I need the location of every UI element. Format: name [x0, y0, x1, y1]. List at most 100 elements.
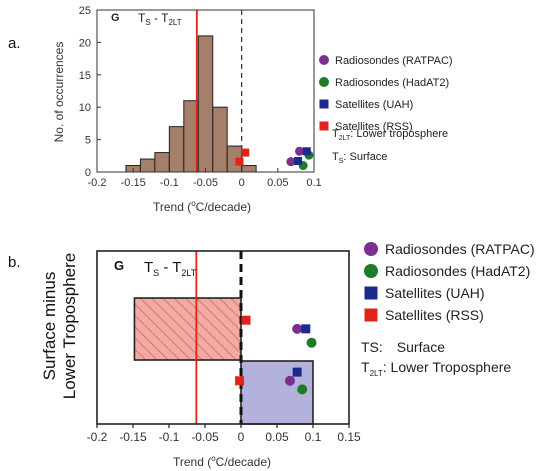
- legend-label-hadat2: Radiosondes (HadAT2): [335, 77, 449, 89]
- histogram-bar: [197, 35, 214, 173]
- panel-b-title-sub1: S: [153, 268, 159, 278]
- panel-b-note-t2lt: T2LT: Lower Troposphere: [361, 359, 511, 378]
- panel-b: b. Surface minus Lower Troposphere G TS …: [8, 241, 535, 469]
- legend-marker-ratpac: [319, 55, 329, 65]
- panel-b-notes: TS: Surface T2LT: Lower Troposphere: [361, 339, 511, 378]
- panel-a-note-t2lt: T2LT: Lower troposphere: [332, 128, 448, 142]
- data-point-ratpac: [292, 323, 303, 334]
- panel-a-x-axis-label: Trend (oC/decade): [153, 199, 251, 214]
- x-tick-label: 0.1: [305, 430, 322, 444]
- panel-b-title-dash: - T: [159, 259, 181, 276]
- panel-a-xlabel-post: C/decade): [196, 200, 251, 214]
- x-tick-label: 0.15: [337, 430, 361, 444]
- panel-b-xlabel-pre: Trend (: [173, 455, 211, 469]
- panel-a-annotation: G: [111, 12, 120, 24]
- histogram-bar: [154, 152, 170, 173]
- data-point-ratpac: [284, 375, 295, 386]
- panel-b-y-axis-label-line2: Lower Troposphere: [60, 253, 79, 399]
- panel-a-title-t: T: [138, 11, 146, 25]
- x-tick-label: 0: [239, 177, 245, 189]
- data-point-hadat2: [306, 337, 317, 348]
- legend-label-hadat2: Radiosondes (HadAT2): [385, 263, 530, 279]
- panel-a-title-sub1: S: [145, 18, 150, 27]
- panel-b-note-t2lt-sub: 2LT: [370, 369, 383, 378]
- x-tick-label: -0.2: [88, 177, 107, 189]
- panel-b-title: TS - T2LT: [144, 259, 197, 278]
- panel-b-xlabel-sup: o: [211, 454, 216, 463]
- histogram-bar: [168, 126, 185, 173]
- panel-b-x-tick-labels: -0.2 -0.15 -0.1 -0.05 0 0.05 0.1 0.15: [87, 430, 361, 444]
- panel-a-note-t2lt-main: T: [332, 128, 339, 140]
- data-point-uah: [301, 324, 311, 334]
- panel-a-note-ts: TS: Surface: [332, 151, 387, 165]
- panel-a-y-axis-label: No. of occurrences: [52, 42, 66, 143]
- panel-b-xlabel-post: C/decade): [216, 455, 271, 469]
- panel-a-note-ts-sub: S: [339, 158, 344, 165]
- x-tick-label: 0.1: [306, 177, 321, 189]
- legend-label-uah: Satellites (UAH): [385, 285, 485, 301]
- y-tick-label: 20: [79, 37, 91, 49]
- histogram-bar: [212, 106, 228, 173]
- panel-b-title-sub2: 2LT: [181, 268, 196, 278]
- data-point-hadat2: [297, 384, 308, 395]
- panel-b-annotation: G: [114, 258, 124, 273]
- legend-marker-rss: [319, 121, 329, 131]
- data-point-rss: [241, 315, 251, 325]
- panel-a-plot-area: [96, 9, 315, 173]
- panel-a-x-tick-labels: -0.2 -0.15 -0.1 -0.05 0 0.05 0.1: [88, 177, 322, 189]
- x-tick-label: 0.05: [267, 177, 288, 189]
- plot-frame: [96, 250, 350, 425]
- x-tick-label: -0.15: [119, 430, 147, 444]
- panel-a-notes: T2LT: Lower troposphere TS: Surface: [332, 128, 448, 165]
- x-tick-label: -0.1: [159, 430, 180, 444]
- x-tick-label: 0: [238, 430, 245, 444]
- y-tick-label: 10: [79, 102, 91, 114]
- panel-b-note-ts: TS: Surface: [361, 339, 445, 355]
- panel-b-note-ts-main: TS:: [361, 339, 383, 355]
- panel-b-title-t: T: [144, 259, 153, 276]
- panel-a-note-ts-main: T: [332, 151, 339, 163]
- x-tick-label: -0.1: [160, 177, 179, 189]
- y-tick-label: 5: [85, 135, 91, 147]
- data-point-ratpac: [286, 157, 296, 167]
- panel-b-x-axis-label: Trend (oC/decade): [173, 454, 271, 469]
- legend-marker-uah: [319, 99, 329, 109]
- panel-a-note-ts-text: : Surface: [343, 151, 387, 163]
- x-tick-label: -0.05: [191, 430, 219, 444]
- panel-a-label: a.: [8, 35, 21, 52]
- panel-a-note-t2lt-sub: 2LT: [339, 135, 351, 142]
- panel-a-title-sub2: 2LT: [168, 18, 181, 27]
- panel-b-legend: Radiosondes (RATPAC) Radiosondes (HadAT2)…: [364, 241, 535, 323]
- panel-a-y-tick-labels: 0 5 10 15 20 25: [79, 5, 91, 179]
- x-tick-label: -0.05: [193, 177, 218, 189]
- histogram-bar: [139, 158, 156, 173]
- x-tick-label: -0.15: [121, 177, 146, 189]
- data-point-uah: [302, 147, 311, 156]
- data-point-rss: [235, 376, 245, 386]
- panel-a-title: TS - T2LT: [138, 11, 182, 27]
- x-tick-label: 0.05: [265, 430, 289, 444]
- panel-a-xlabel-pre: Trend (: [153, 200, 191, 214]
- y-tick-label: 0: [85, 167, 91, 179]
- y-tick-label: 15: [79, 70, 91, 82]
- panel-a: a. No. of occurrences G TS - T2LT -0.2 -0…: [8, 5, 453, 214]
- legend-marker-hadat2: [364, 264, 378, 278]
- legend-marker-uah: [364, 286, 378, 300]
- legend-marker-hadat2: [319, 77, 329, 87]
- panel-a-legend: Radiosondes (RATPAC) Radiosondes (HadAT2)…: [319, 55, 453, 133]
- legend-label-ratpac: Radiosondes (RATPAC): [335, 55, 453, 67]
- panel-a-title-dash: - T: [151, 11, 169, 25]
- legend-label-ratpac: Radiosondes (RATPAC): [385, 241, 535, 257]
- panel-b-note-t2lt-text: : Lower Troposphere: [383, 359, 512, 375]
- panel-b-y-axis-label-line1: Surface minus: [40, 272, 59, 381]
- panel-b-plot-area: [96, 250, 350, 428]
- data-point-ratpac: [295, 146, 305, 156]
- model-range-bar: [133, 297, 242, 361]
- data-point-rss: [235, 157, 244, 166]
- legend-marker-ratpac: [364, 242, 378, 256]
- panel-a-note-t2lt-text: : Lower troposphere: [350, 128, 448, 140]
- panel-b-note-ts-text: Surface: [397, 339, 445, 355]
- panel-a-xlabel-sup: o: [191, 199, 196, 208]
- legend-label-uah: Satellites (UAH): [335, 99, 413, 111]
